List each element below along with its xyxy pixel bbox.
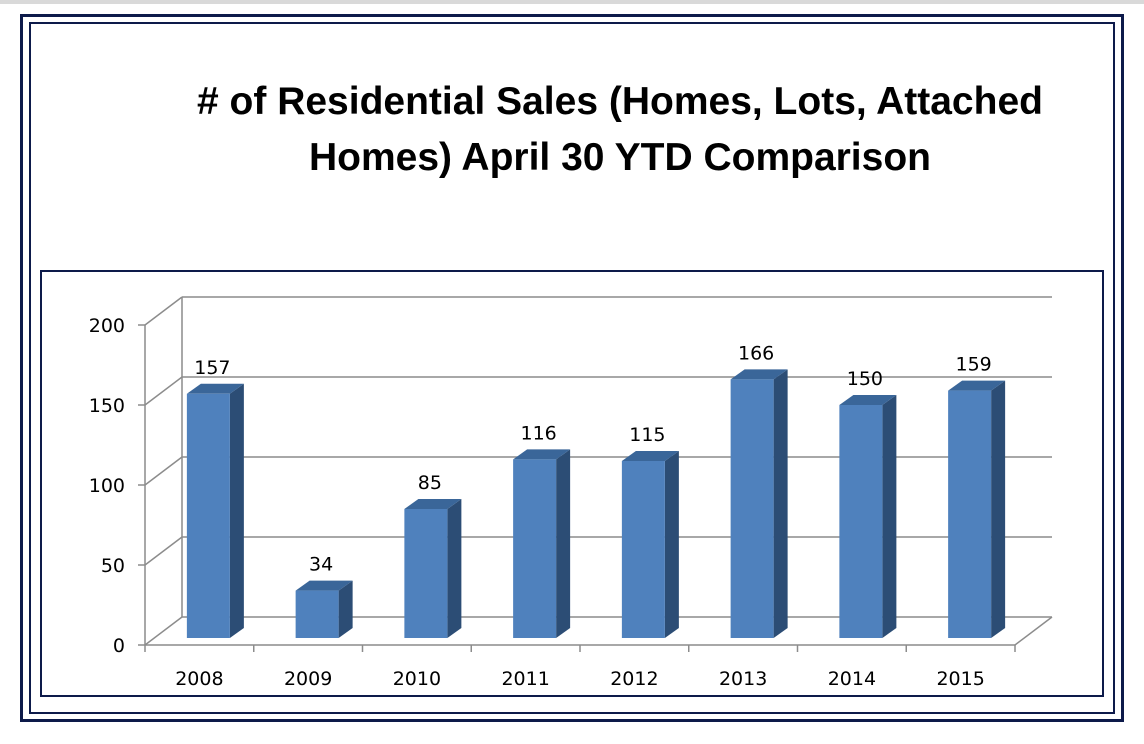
bar-side-2012	[664, 451, 679, 638]
data-label-2013: 166	[738, 342, 774, 364]
bar-top-2013	[730, 369, 788, 380]
data-label-2012: 115	[629, 424, 665, 446]
axis-layer	[138, 324, 1053, 652]
bar-2015	[948, 390, 992, 638]
chart-title-line-2: Homes) April 30 YTD Comparison	[309, 136, 931, 179]
bar-top-2012	[621, 451, 679, 461]
bar-side-2015	[991, 380, 1006, 638]
x-tick-label-2010: 2010	[393, 668, 441, 690]
bar-side-2010	[447, 499, 462, 638]
y-tick-label: 200	[89, 315, 125, 337]
bar-top-2014	[839, 395, 897, 405]
x-tick-label-2011: 2011	[501, 668, 549, 690]
x-tick-label-2008: 2008	[175, 668, 223, 690]
bar-side-2011	[556, 449, 571, 638]
bar-2011	[513, 459, 557, 638]
label-layer: 0 50 100 150 200 157 2008 34 2009 85 2010 116 2011 11…	[89, 315, 992, 690]
x-tick-label-2015: 2015	[936, 668, 984, 690]
data-label-2011: 116	[520, 422, 556, 444]
y-tick-label: 50	[101, 555, 125, 577]
data-label-2008: 157	[194, 357, 230, 379]
chart-title-line-1: # of Residential Sales (Homes, Lots, Att…	[197, 80, 1043, 123]
top-divider	[0, 0, 1144, 4]
bar-top-2011	[513, 449, 571, 460]
grid-layer	[144, 296, 1052, 646]
x-tick-label-2012: 2012	[610, 668, 658, 690]
y-tick-label: 150	[89, 395, 125, 417]
gridline-slant	[144, 456, 183, 486]
bar-top-2010	[404, 499, 462, 509]
gridline-slant	[144, 376, 183, 406]
data-label-2010: 85	[418, 472, 442, 494]
gridline-slant	[144, 296, 183, 326]
bar-2014	[839, 405, 883, 638]
x-tick-label-2009: 2009	[284, 668, 332, 690]
bar-side-2009	[338, 580, 353, 638]
data-label-2009: 34	[309, 554, 333, 576]
bar-2010	[404, 509, 448, 638]
bar-2009	[295, 590, 339, 638]
chart-title: # of Residential Sales (Homes, Lots, Att…	[90, 74, 1144, 186]
bar-2008	[186, 393, 230, 638]
bar-side-2013	[773, 369, 788, 638]
bar-2013	[730, 379, 774, 638]
y-tick-label: 0	[113, 635, 125, 657]
floor-right-edge	[1014, 616, 1053, 646]
bar-top-2008	[186, 383, 244, 394]
bar-side-2008	[229, 383, 244, 638]
bar-2012	[621, 461, 665, 638]
data-label-2015: 159	[955, 354, 991, 376]
gridline-slant	[144, 536, 183, 566]
bar-layer	[186, 369, 1006, 638]
x-tick-label-2013: 2013	[719, 668, 767, 690]
gridline-slant	[144, 616, 183, 646]
data-label-2014: 150	[847, 368, 883, 390]
x-tick-label-2014: 2014	[828, 668, 876, 690]
bar-side-2014	[882, 395, 897, 638]
y-tick-label: 100	[89, 475, 125, 497]
bar-top-2015	[948, 380, 1006, 391]
bar-top-2009	[295, 580, 353, 591]
